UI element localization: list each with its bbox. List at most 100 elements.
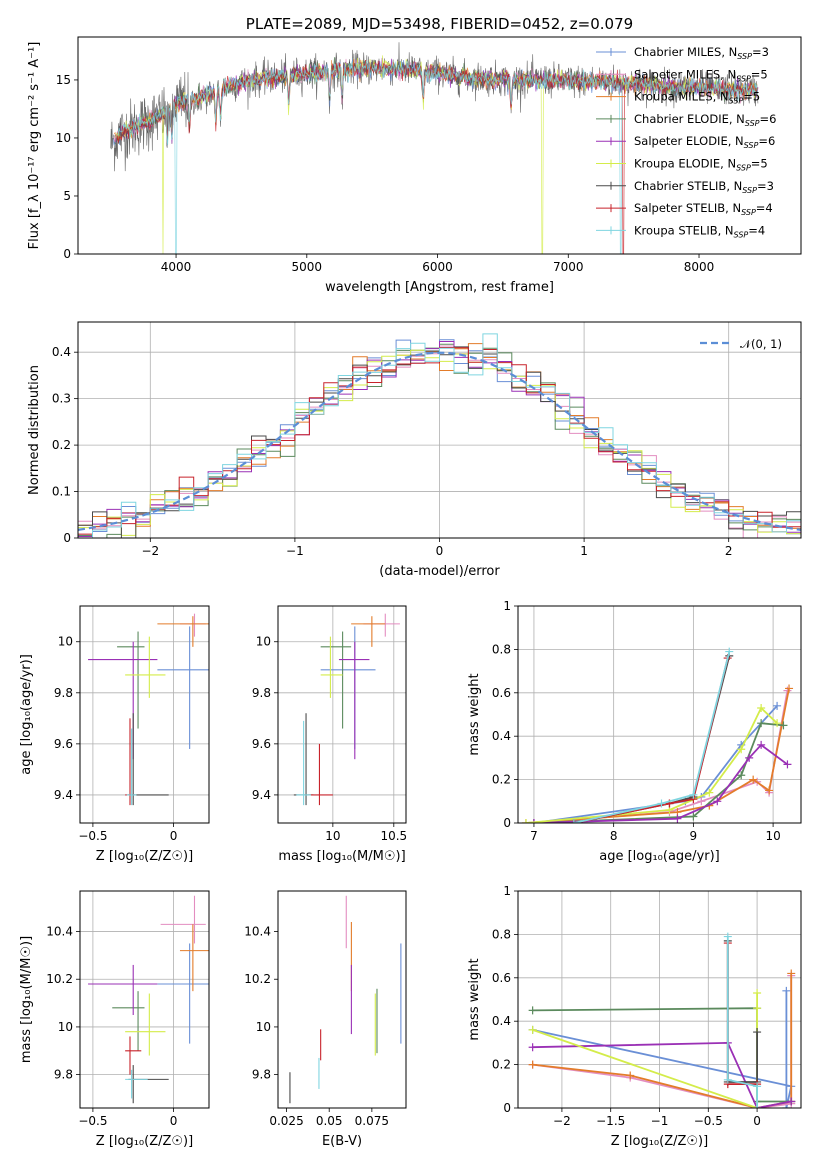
errorbar-point xyxy=(128,1065,169,1104)
weight-marker xyxy=(779,721,788,730)
weight-marker xyxy=(689,790,698,799)
errorbar-point xyxy=(157,943,209,1044)
weight-marker xyxy=(737,745,746,754)
weight-marker xyxy=(529,819,538,823)
x-tick-label: 0.075 xyxy=(355,1114,389,1128)
legend-entry: Chabrier STELIB, NSSP=3 xyxy=(634,179,774,195)
y-tick-label: 0.8 xyxy=(492,642,511,656)
y-tick-label: 9.8 xyxy=(54,686,73,700)
axes-frame xyxy=(79,890,210,1109)
weight-marker xyxy=(773,719,782,728)
y-tick-label: 0.8 xyxy=(492,927,511,941)
legend-model-name: Chabrier STELIB xyxy=(634,179,726,193)
legend-model-name: Chabrier ELODIE xyxy=(634,112,729,126)
errorbar-point xyxy=(88,641,158,760)
weight-line-kroupa-miles xyxy=(525,688,790,823)
weight-marker xyxy=(753,1028,762,1037)
panel-mass-vs-z: −0.5 0 9.8 10 10.2 10.4 Z [log₁₀(Z/Z☉)] mass [l… xyxy=(19,890,210,1149)
legend-entry: 𝒩(0, 1) xyxy=(740,337,782,351)
errorbar-point xyxy=(363,613,400,637)
legend-entry: Salpeter MILES, NSSP=5 xyxy=(634,67,768,83)
x-axis-label: Z [log₁₀(Z/Z☉)] xyxy=(96,1134,193,1149)
errorbar-point xyxy=(351,616,386,647)
x-tick-label: 10.5 xyxy=(380,829,407,843)
errorbar-point xyxy=(125,1069,148,1099)
y-axis-label: Flux [f_λ 10⁻¹⁷ erg cm⁻² s⁻¹ A⁻¹] xyxy=(27,42,42,250)
panel-weight-vs-z: −2 −1.5 −1 −0.5 0 0 0.2 0.4 0.6 0.8 1 Z [log₁₀(Z/Z☉… xyxy=(467,884,802,1149)
weight-marker xyxy=(657,799,666,808)
y-tick-label: 0.4 xyxy=(52,345,71,359)
y-tick-label: 9.4 xyxy=(54,788,73,802)
errorbar-point xyxy=(112,991,145,1051)
weight-marker xyxy=(757,740,766,749)
weight-marker xyxy=(782,986,791,995)
y-tick-label: 10 xyxy=(58,635,73,649)
errorbar-point xyxy=(126,728,137,806)
y-tick-label: 10.2 xyxy=(244,972,271,986)
x-tick-label: −2 xyxy=(141,544,159,558)
y-tick-label: 10 xyxy=(58,1020,73,1034)
x-tick-label: 8 xyxy=(610,829,618,843)
x-tick-label: −1 xyxy=(651,1114,669,1128)
weight-marker xyxy=(749,775,758,784)
y-axis-label: mass weight xyxy=(467,958,482,1040)
y-tick-label: 0.2 xyxy=(492,1058,511,1072)
x-axis-label: Z [log₁₀(Z/Z☉)] xyxy=(611,1134,708,1149)
legend-model-name: Chabrier MILES xyxy=(634,45,721,59)
weight-line-salpeter-stelib xyxy=(726,943,758,1085)
y-tick-label: 9.8 xyxy=(252,1068,271,1082)
x-tick-label: 4000 xyxy=(161,260,192,274)
y-tick-label: 15 xyxy=(56,73,71,87)
weight-marker xyxy=(785,684,794,693)
histogram-salpeter-elodie xyxy=(78,341,801,537)
legend-model-name: Kroupa STELIB xyxy=(634,223,718,237)
weight-marker xyxy=(725,647,734,656)
y-tick-label: 10 xyxy=(256,635,271,649)
weight-marker xyxy=(773,701,782,710)
panel-residual-histogram: −2 −1 0 1 2 0 0.1 0.2 0.3 0.4 (data-model)/error No… xyxy=(27,321,802,579)
plot-area xyxy=(528,932,796,1108)
y-tick-label: 0 xyxy=(63,531,71,545)
y-tick-label: 0.4 xyxy=(492,1014,511,1028)
x-axis-label: age [log₁₀(age/yr)] xyxy=(599,849,720,864)
errorbar-point xyxy=(320,636,343,698)
errorbar-point xyxy=(160,895,206,944)
x-tick-label: 0 xyxy=(436,544,444,558)
weight-line-chabrier-stelib xyxy=(726,940,758,1083)
errorbar-point xyxy=(320,631,352,729)
legend-model-name: Salpeter ELODIE xyxy=(634,134,728,148)
model-spectrum-kroupa-stelib xyxy=(117,60,758,254)
weight-marker xyxy=(753,1082,762,1091)
legend-entry: Salpeter STELIB, NSSP=4 xyxy=(634,201,773,217)
plot-area xyxy=(289,895,402,1104)
x-tick-label: 0.025 xyxy=(269,1114,303,1128)
x-tick-label: 8000 xyxy=(684,260,715,274)
errorbar-point xyxy=(296,720,311,806)
y-tick-label: 9.6 xyxy=(252,737,271,751)
errorbar-point xyxy=(88,964,158,1015)
errorbar-point xyxy=(320,626,376,749)
y-tick-label: 0.2 xyxy=(52,438,71,452)
y-tick-label: 0.4 xyxy=(492,729,511,743)
errorbar-point xyxy=(125,993,166,1056)
weight-marker xyxy=(787,1097,796,1106)
y-axis-label: Normed distribution xyxy=(27,365,42,495)
y-tick-label: 10.4 xyxy=(244,925,271,939)
y-tick-label: 9.8 xyxy=(252,686,271,700)
weight-marker xyxy=(705,788,714,797)
panel-age-vs-mass: 10 10.5 9.4 9.6 9.8 10 mass [log₁₀(M/M☉)] xyxy=(252,605,407,864)
x-tick-label: 0 xyxy=(170,829,178,843)
x-axis-label: mass [log₁₀(M/M☉)] xyxy=(278,849,405,864)
x-axis-label: (data-model)/error xyxy=(379,564,500,579)
weight-line-chabrier-miles xyxy=(532,990,793,1108)
x-tick-label: 2 xyxy=(725,544,733,558)
y-tick-label: 1 xyxy=(503,599,511,613)
y-tick-label: 10 xyxy=(56,131,71,145)
x-tick-label: 5000 xyxy=(292,260,323,274)
weight-marker xyxy=(737,771,746,780)
plot-area xyxy=(88,895,209,1104)
weight-marker xyxy=(787,969,796,978)
x-axis-label: Z [log₁₀(Z/Z☉)] xyxy=(96,849,193,864)
x-tick-label: 7000 xyxy=(553,260,584,274)
